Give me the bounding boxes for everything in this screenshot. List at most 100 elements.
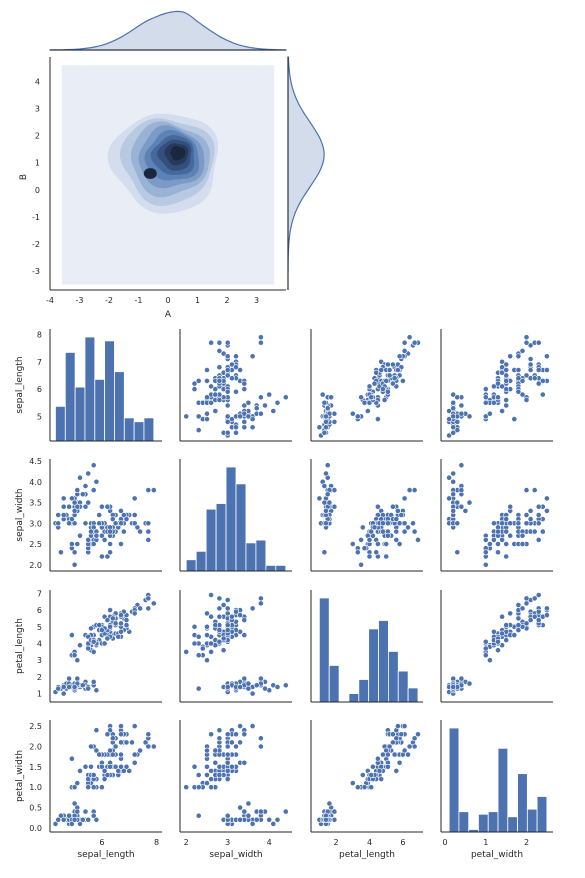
scatter-point bbox=[503, 516, 510, 522]
scatter-point bbox=[249, 416, 256, 422]
scatter-point bbox=[69, 755, 75, 762]
scatter-point bbox=[142, 739, 149, 746]
joint-x-tick-label: -3 bbox=[76, 296, 84, 305]
pair-y-tick-label: 0.0 bbox=[29, 824, 42, 833]
scatter-point bbox=[74, 808, 81, 815]
scatter-point bbox=[490, 628, 497, 635]
hist-bar bbox=[245, 542, 257, 572]
scatter-point bbox=[208, 592, 214, 598]
hist-bar bbox=[407, 687, 419, 703]
scatter-point bbox=[233, 429, 239, 436]
scatter-point bbox=[224, 776, 231, 782]
scatter-point bbox=[224, 402, 231, 409]
scatter-point bbox=[415, 537, 421, 543]
pair-y-tick-label: 6 bbox=[37, 606, 42, 615]
scatter-point bbox=[282, 394, 289, 401]
scatter-point bbox=[69, 495, 75, 502]
scatter-point bbox=[253, 405, 260, 412]
hist-bar bbox=[517, 773, 528, 833]
scatter-point bbox=[208, 383, 214, 390]
scatter-point bbox=[96, 512, 103, 518]
scatter-point bbox=[208, 649, 214, 655]
scatter-point bbox=[507, 610, 514, 617]
scatter-point bbox=[107, 623, 113, 630]
scatter-point bbox=[82, 503, 89, 510]
scatter-point bbox=[99, 532, 105, 539]
pair-y-tick-label: 4.5 bbox=[29, 457, 42, 466]
scatter-point bbox=[531, 528, 538, 535]
scatter-point bbox=[224, 388, 231, 395]
scatter-point bbox=[107, 747, 113, 754]
scatter-point bbox=[109, 516, 116, 522]
scatter-point bbox=[241, 386, 248, 392]
scatter-point bbox=[486, 410, 493, 417]
scatter-point bbox=[118, 612, 124, 618]
pair-cell-petal_width-vs-petal_width bbox=[440, 720, 553, 833]
scatter-point bbox=[71, 652, 78, 659]
kde-contour-level-9 bbox=[170, 145, 186, 161]
scatter-point bbox=[389, 731, 396, 738]
scatter-point bbox=[224, 731, 231, 738]
scatter-point bbox=[74, 541, 81, 547]
scatter-point bbox=[507, 520, 514, 527]
scatter-point bbox=[331, 410, 338, 417]
scatter-point bbox=[212, 408, 219, 414]
hist-bar bbox=[478, 813, 489, 833]
scatter-point bbox=[118, 620, 124, 627]
scatter-point bbox=[523, 487, 530, 493]
scatter-point bbox=[527, 516, 534, 522]
scatter-point bbox=[499, 408, 505, 414]
scatter-point bbox=[145, 537, 152, 543]
scatter-point bbox=[411, 743, 418, 750]
pair-col-label-petal_width: petal_width bbox=[471, 850, 523, 860]
scatter-point bbox=[490, 537, 497, 543]
joint-x-tick-label: -4 bbox=[46, 296, 54, 305]
scatter-point bbox=[204, 763, 210, 770]
scatter-point bbox=[482, 561, 489, 568]
scatter-point bbox=[410, 520, 416, 527]
scatter-point bbox=[270, 821, 277, 827]
scatter-point bbox=[104, 731, 111, 738]
scatter-point bbox=[220, 635, 227, 642]
scatter-point bbox=[371, 380, 378, 387]
scatter-point bbox=[466, 413, 473, 420]
scatter-point bbox=[85, 816, 92, 823]
scatter-point bbox=[69, 821, 75, 827]
scatter-point bbox=[90, 541, 97, 547]
scatter-point bbox=[401, 747, 408, 754]
scatter-point bbox=[368, 394, 375, 401]
scatter-point bbox=[66, 675, 72, 682]
pair-y-tick-label: 7 bbox=[37, 358, 42, 367]
hist-bar bbox=[94, 378, 106, 442]
scatter-point bbox=[399, 377, 406, 384]
hist-bar bbox=[526, 808, 538, 833]
scatter-point bbox=[323, 470, 329, 477]
scatter-point bbox=[195, 377, 202, 384]
scatter-point bbox=[486, 541, 493, 547]
scatter-point bbox=[123, 622, 130, 628]
scatter-point bbox=[208, 768, 214, 774]
scatter-point bbox=[79, 491, 86, 498]
scatter-point bbox=[401, 723, 408, 729]
scatter-point bbox=[321, 549, 328, 556]
scatter-point bbox=[212, 622, 219, 628]
scatter-point bbox=[319, 391, 326, 398]
pair-cell-sepal_width-vs-sepal_length bbox=[49, 459, 162, 572]
scatter-point bbox=[384, 361, 391, 368]
scatter-point bbox=[118, 751, 124, 758]
scatter-point bbox=[60, 503, 67, 510]
scatter-point bbox=[96, 520, 103, 527]
scatter-point bbox=[79, 682, 86, 689]
scatter-point bbox=[118, 520, 124, 527]
hist-bar bbox=[143, 417, 155, 442]
scatter-point bbox=[228, 763, 235, 770]
scatter-point bbox=[401, 520, 408, 527]
scatter-point bbox=[82, 520, 89, 527]
scatter-point bbox=[233, 424, 239, 431]
scatter-point bbox=[88, 528, 94, 535]
scatter-point bbox=[523, 600, 530, 607]
scatter-point bbox=[224, 812, 231, 819]
scatter-point bbox=[208, 613, 214, 620]
scatter-point bbox=[406, 743, 413, 750]
scatter-point bbox=[535, 367, 542, 373]
